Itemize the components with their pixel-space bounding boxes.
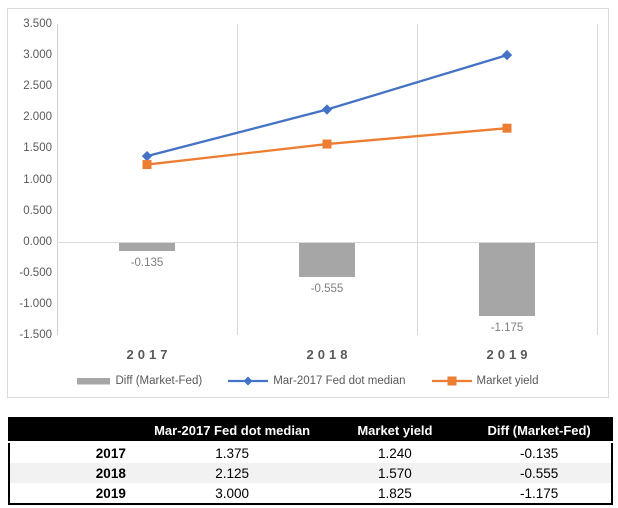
diamond-marker <box>321 104 333 115</box>
row-year-label: 2018 <box>95 465 126 481</box>
y-axis-tick-label: -1.000 <box>19 297 52 310</box>
table-cell: -1.175 <box>519 485 559 501</box>
chart-legend: Diff (Market-Fed) Mar-2017 Fed dot median… <box>8 373 608 389</box>
table-cell: 1.375 <box>215 445 249 461</box>
bar-value-label: -0.135 <box>130 257 164 270</box>
legend-swatch-diamond <box>228 376 269 386</box>
bar-value-label: -1.175 <box>490 321 524 334</box>
table-cell: 1.825 <box>378 485 412 501</box>
y-axis-tick-label: 3.500 <box>23 18 52 30</box>
vertical-gridline <box>237 24 238 335</box>
legend-swatch-square <box>431 376 472 386</box>
x-axis-zero-line <box>57 242 597 243</box>
table-cell: 3.000 <box>215 485 249 501</box>
table-cell: -0.555 <box>519 465 559 481</box>
row-year-label: 2019 <box>95 485 126 501</box>
legend-swatch-bar <box>77 378 111 385</box>
category-label: 2017 <box>126 347 172 362</box>
diamond-marker <box>141 150 153 162</box>
y-axis-tick-label: -0.500 <box>19 266 52 279</box>
category-label: 2019 <box>486 347 532 362</box>
table-row: 2019 3.000 1.825 -1.175 <box>9 483 612 504</box>
y-axis-tick-label: 0.500 <box>23 204 52 217</box>
diff-bar <box>479 242 535 316</box>
table-cell: 1.240 <box>378 445 412 461</box>
legend-item: Mar-2017 Fed dot median <box>228 375 406 387</box>
chart-area: 3.500 3.000 2.500 2.000 1.500 1.000 0.500 0.000… <box>7 8 609 398</box>
bar-value-label: -0.555 <box>310 283 344 296</box>
square-marker <box>502 123 512 133</box>
line-series-layer <box>141 49 513 170</box>
category-label: 2018 <box>306 347 352 362</box>
data-table: Mar-2017 Fed dot median Market yield Diff … <box>8 417 613 505</box>
vertical-gridline <box>597 24 598 335</box>
row-year-label: 2017 <box>95 445 126 461</box>
table-row: 2018 2.125 1.570 -0.555 <box>9 463 612 483</box>
square-marker <box>142 160 152 170</box>
y-axis-tick-label: 3.000 <box>23 49 52 62</box>
vertical-gridline <box>417 24 418 335</box>
table-row: 2017 1.375 1.240 -0.135 <box>9 442 612 463</box>
table-column-header: Market yield <box>322 418 468 443</box>
table-column-header: Mar-2017 Fed dot median <box>141 418 323 443</box>
y-axis-tick-label: 2.500 <box>23 80 52 93</box>
diff-bar <box>119 242 175 252</box>
legend-item: Market yield <box>431 375 539 387</box>
legend-label: Diff (Market-Fed) <box>115 375 203 387</box>
table-cell: 1.570 <box>378 465 412 481</box>
table-cell: -0.135 <box>519 445 559 461</box>
plot-area: -0.135 -0.555 -1.175 2017 2018 2019 <box>57 24 598 362</box>
diff-bar <box>299 242 355 278</box>
table-column-header <box>9 418 142 443</box>
legend-label: Mar-2017 Fed dot median <box>273 375 406 387</box>
table-column-header: Diff (Market-Fed) <box>467 418 612 443</box>
y-axis-tick-label: 1.000 <box>23 173 52 186</box>
legend-label: Market yield <box>476 375 539 387</box>
diamond-marker <box>501 49 513 61</box>
table-body: 2017 1.375 1.240 -0.135 2018 2.125 1.570 -0.555… <box>9 442 612 504</box>
y-axis-tick-label: -1.500 <box>19 329 52 341</box>
table-cell: 2.125 <box>215 465 249 481</box>
legend-item: Diff (Market-Fed) <box>77 375 202 387</box>
square-marker <box>322 139 332 149</box>
y-axis-line <box>57 24 58 335</box>
table-header: Mar-2017 Fed dot median Market yield Diff … <box>9 418 612 443</box>
y-axis-tick-label: 2.000 <box>23 111 52 124</box>
y-axis-tick-label: 1.500 <box>23 142 52 155</box>
y-axis-tick-label: 0.000 <box>23 235 52 248</box>
